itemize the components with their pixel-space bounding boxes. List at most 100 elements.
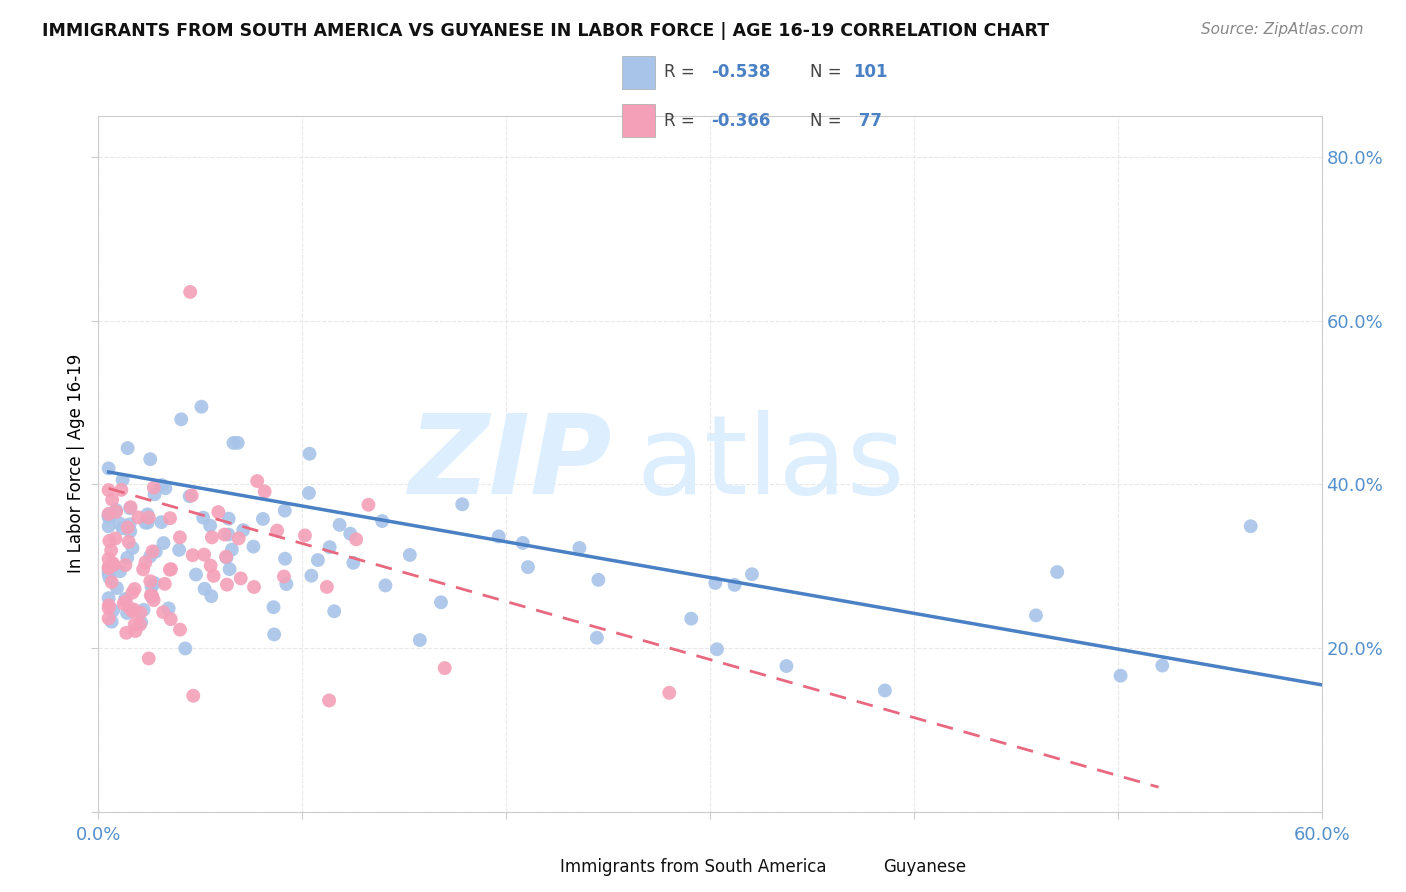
Point (114, 592, 136, 607)
Point (315, 580, 337, 594)
Point (105, 581, 128, 595)
Point (263, 627, 285, 641)
Point (111, 521, 134, 535)
Point (117, 441, 139, 455)
Point (318, 540, 340, 554)
Text: Guyanese: Guyanese (883, 858, 966, 876)
Point (215, 550, 238, 565)
Point (97, 560, 120, 574)
Point (194, 582, 217, 596)
Point (174, 641, 197, 656)
Text: IMMIGRANTS FROM SOUTH AMERICA VS GUYANESE IN LABOR FORCE | AGE 16-19 CORRELATION: IMMIGRANTS FROM SOUTH AMERICA VS GUYANES… (42, 22, 1049, 40)
Point (218, 562, 240, 576)
Point (142, 481, 165, 495)
Point (873, 683, 896, 698)
Point (179, 489, 201, 503)
Point (215, 577, 238, 591)
Point (298, 486, 321, 500)
Point (110, 483, 132, 497)
Point (139, 549, 162, 564)
Point (274, 551, 297, 566)
Point (193, 510, 215, 524)
Point (98, 508, 121, 523)
Point (118, 517, 141, 532)
Point (105, 505, 128, 519)
Point (118, 535, 141, 549)
Point (108, 564, 131, 578)
Point (122, 602, 145, 616)
Point (1109, 668, 1132, 682)
Point (117, 520, 139, 534)
Point (100, 615, 122, 629)
Point (115, 625, 138, 640)
Point (120, 524, 142, 539)
Point (155, 481, 177, 495)
Point (266, 524, 288, 538)
Point (97, 611, 120, 625)
Point (153, 577, 176, 591)
Point (323, 604, 346, 618)
Point (97, 483, 120, 497)
Point (121, 604, 143, 618)
Point (129, 615, 152, 630)
Point (1152, 658, 1174, 673)
Point (124, 624, 146, 638)
Point (775, 659, 797, 673)
Point (97, 561, 120, 575)
Point (433, 661, 456, 675)
Point (658, 686, 681, 700)
Point (132, 562, 155, 576)
Point (134, 516, 156, 530)
Point (517, 560, 540, 574)
Text: -0.538: -0.538 (710, 63, 770, 81)
Point (142, 593, 165, 607)
Point (150, 478, 173, 492)
Point (121, 586, 143, 600)
Point (100, 543, 122, 558)
Point (222, 436, 245, 450)
Point (141, 544, 163, 558)
Point (329, 517, 352, 532)
Text: R =: R = (665, 112, 700, 129)
Text: N =: N = (810, 112, 846, 129)
Point (132, 603, 155, 617)
Point (115, 606, 138, 620)
Point (409, 633, 432, 648)
Point (263, 600, 285, 615)
Point (159, 511, 181, 525)
Point (114, 594, 136, 608)
Point (136, 516, 159, 530)
Point (1046, 565, 1069, 579)
Point (253, 484, 276, 499)
Point (294, 528, 316, 542)
Point (307, 553, 329, 567)
Point (488, 529, 510, 543)
Point (169, 530, 191, 544)
Point (344, 533, 367, 547)
Point (152, 605, 174, 619)
Point (451, 497, 474, 511)
Point (141, 589, 163, 603)
Text: ZIP: ZIP (409, 410, 612, 517)
Point (139, 588, 162, 602)
Point (318, 693, 340, 707)
Point (97, 508, 120, 523)
Point (1240, 519, 1263, 533)
Text: R =: R = (665, 63, 700, 81)
Point (202, 569, 225, 583)
Point (150, 515, 173, 529)
Point (139, 574, 162, 589)
Point (108, 516, 131, 531)
Point (139, 452, 162, 467)
Point (129, 606, 152, 620)
Point (215, 549, 238, 564)
Point (681, 612, 703, 626)
Point (226, 435, 249, 450)
Point (101, 556, 124, 570)
Point (124, 582, 146, 596)
Point (97, 508, 120, 523)
Point (159, 612, 181, 626)
Point (200, 589, 222, 603)
Point (121, 541, 143, 555)
Point (201, 530, 224, 544)
